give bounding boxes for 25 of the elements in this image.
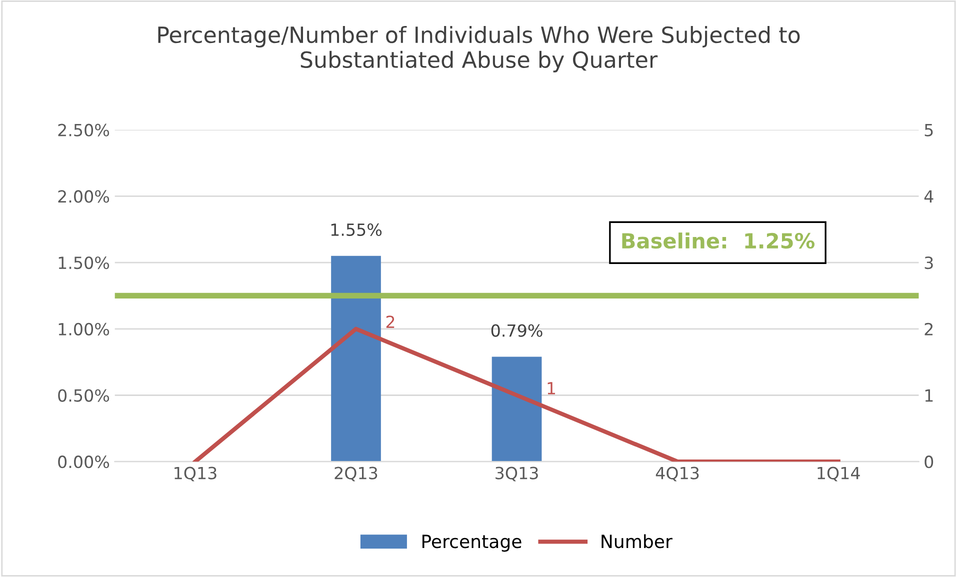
y2-tick-label: 1 xyxy=(925,389,933,402)
y-tick-label: 2.00% xyxy=(58,190,110,203)
y-tick-label: 0.50% xyxy=(58,389,110,402)
y-tick-label: 0.00% xyxy=(58,456,110,468)
x-tick-label: 1Q14 xyxy=(818,466,860,482)
legend-label: Number xyxy=(602,534,672,548)
ref-line-label: Baseline: 1.25% xyxy=(622,232,814,249)
y-tick-label: 1.00% xyxy=(58,322,110,336)
x-tick-label: 3Q13 xyxy=(496,466,538,482)
y2-tick-label: 0 xyxy=(924,456,934,468)
y2-tick-label: 2 xyxy=(924,322,933,336)
x-tick-label: 2Q13 xyxy=(334,466,378,482)
data-label: 1.55% xyxy=(331,223,382,236)
x-tick-label: 1Q13 xyxy=(174,466,216,482)
y2-tick-label: 4 xyxy=(924,190,934,203)
legend-label: Percentage xyxy=(422,534,522,552)
y2-tick-label: 5 xyxy=(924,124,933,136)
data-label: 0.79% xyxy=(491,324,542,337)
y-tick-label: 2.50% xyxy=(58,124,110,136)
x-tick-label: 4Q13 xyxy=(656,466,699,482)
data-label: 2 xyxy=(386,316,394,328)
y-tick-label: 1.50% xyxy=(58,256,110,270)
y2-tick-label: 3 xyxy=(924,256,933,270)
chart-title: Percentage/Number of Individuals Who Were Subjected to Substantiated Abuse by Quarter xyxy=(158,26,800,72)
data-label: 1 xyxy=(548,382,556,394)
